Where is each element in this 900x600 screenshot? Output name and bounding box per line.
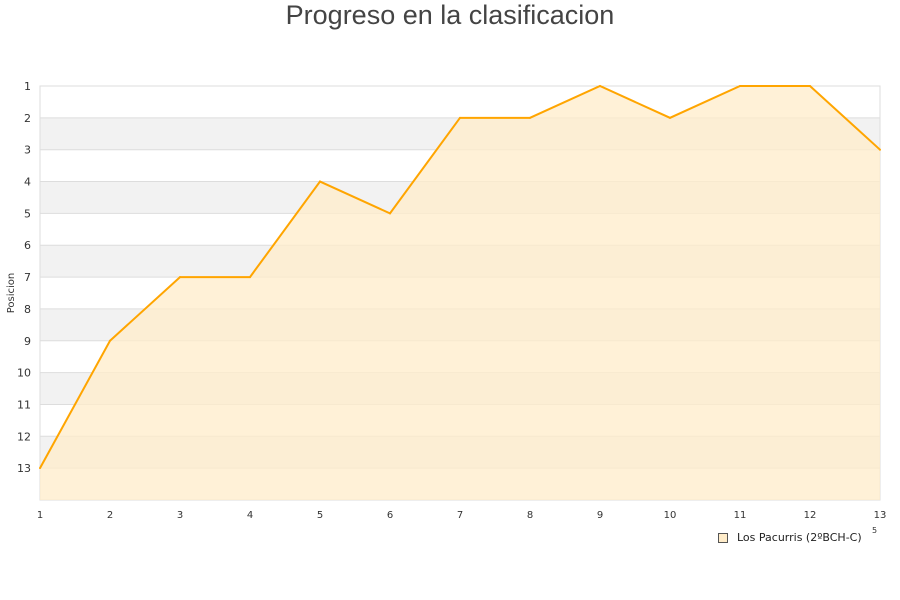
y-tick-label: 8 [24, 303, 31, 316]
y-tick-label: 3 [24, 144, 31, 157]
y-tick-label: 13 [17, 462, 31, 475]
data-point [739, 85, 741, 87]
data-point [319, 180, 321, 183]
y-tick-label: 7 [24, 271, 31, 284]
y-tick-label: 2 [24, 112, 31, 125]
y-axis-label: Posicion [6, 273, 17, 314]
x-tick-label: 10 [664, 510, 677, 521]
series-area [40, 86, 880, 500]
x-tick-label: 5 [317, 510, 323, 521]
data-point [389, 212, 391, 215]
y-tick-label: 10 [17, 367, 31, 380]
legend[interactable]: Los Pacurris (2ºBCH-C) [718, 531, 862, 544]
x-tick-label: 6 [387, 510, 393, 521]
x-tick-label: 4 [247, 510, 253, 521]
data-point [109, 339, 111, 342]
y-tick-label: 12 [17, 430, 31, 443]
data-point [599, 85, 601, 87]
x-tick-label: 8 [527, 510, 533, 521]
x-tick-label: 3 [177, 510, 183, 521]
x-axis-label-fragment: 5 [872, 526, 878, 535]
y-tick-label: 6 [24, 239, 31, 252]
data-point [39, 467, 41, 470]
data-point [529, 116, 531, 119]
chart-title: Progreso en la clasificacion [285, 0, 615, 30]
y-tick-label: 1 [24, 80, 31, 93]
y-tick-label: 11 [17, 398, 31, 411]
y-tick-label: 4 [24, 176, 31, 189]
x-tick-label: 13 [874, 510, 887, 521]
x-tick-label: 7 [457, 510, 463, 521]
legend-label: Los Pacurris (2ºBCH-C) [737, 531, 862, 544]
legend-swatch [718, 532, 728, 543]
x-tick-label: 1 [37, 510, 43, 521]
x-tick-label: 12 [804, 510, 817, 521]
data-point [669, 116, 671, 119]
data-point [879, 148, 881, 151]
x-tick-label: 11 [734, 510, 747, 521]
y-tick-label: 9 [24, 335, 31, 348]
y-tick-label: 5 [24, 207, 31, 220]
data-point [249, 276, 251, 279]
x-tick-label: 2 [107, 510, 113, 521]
x-tick-label: 9 [597, 510, 603, 521]
data-point [809, 85, 811, 87]
data-point [179, 276, 181, 279]
data-point [459, 116, 461, 119]
